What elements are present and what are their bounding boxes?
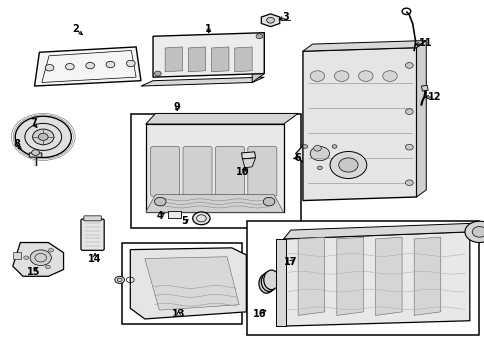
Polygon shape xyxy=(153,33,264,77)
Polygon shape xyxy=(283,232,469,326)
Text: 17: 17 xyxy=(284,257,297,267)
Circle shape xyxy=(256,34,262,39)
Text: 15: 15 xyxy=(27,267,40,277)
Text: 2: 2 xyxy=(72,24,79,34)
FancyBboxPatch shape xyxy=(215,146,244,196)
Circle shape xyxy=(329,151,366,178)
Circle shape xyxy=(310,146,329,161)
Polygon shape xyxy=(302,47,416,201)
Polygon shape xyxy=(375,237,401,316)
Polygon shape xyxy=(283,223,481,239)
Text: 14: 14 xyxy=(88,253,102,263)
Polygon shape xyxy=(298,237,324,316)
Polygon shape xyxy=(13,242,63,276)
Polygon shape xyxy=(146,114,298,124)
Circle shape xyxy=(126,60,135,67)
Circle shape xyxy=(310,71,324,81)
FancyBboxPatch shape xyxy=(182,146,212,196)
Circle shape xyxy=(471,226,484,237)
Circle shape xyxy=(32,129,54,145)
FancyBboxPatch shape xyxy=(29,153,42,157)
Text: 10: 10 xyxy=(235,167,249,177)
Circle shape xyxy=(106,61,115,68)
FancyBboxPatch shape xyxy=(81,219,104,250)
FancyBboxPatch shape xyxy=(84,216,101,221)
Text: 7: 7 xyxy=(30,119,37,129)
Text: 9: 9 xyxy=(173,102,180,112)
Circle shape xyxy=(333,71,348,81)
Circle shape xyxy=(45,265,50,269)
Ellipse shape xyxy=(261,272,276,291)
Text: 8: 8 xyxy=(13,139,20,149)
Text: 16: 16 xyxy=(252,310,266,320)
Circle shape xyxy=(313,145,321,151)
Circle shape xyxy=(15,116,71,157)
Text: 13: 13 xyxy=(171,310,185,320)
Circle shape xyxy=(358,71,372,81)
Polygon shape xyxy=(413,237,440,316)
Circle shape xyxy=(332,145,336,148)
Polygon shape xyxy=(165,47,182,72)
Circle shape xyxy=(382,71,396,81)
FancyBboxPatch shape xyxy=(131,115,300,228)
Text: 12: 12 xyxy=(427,92,441,102)
Polygon shape xyxy=(421,85,427,91)
FancyBboxPatch shape xyxy=(276,239,286,326)
Circle shape xyxy=(405,180,412,186)
Polygon shape xyxy=(252,33,264,82)
Polygon shape xyxy=(146,195,283,212)
Circle shape xyxy=(192,212,210,225)
Polygon shape xyxy=(295,133,339,176)
Circle shape xyxy=(405,62,412,68)
Polygon shape xyxy=(211,47,228,72)
FancyBboxPatch shape xyxy=(247,221,479,335)
Text: 3: 3 xyxy=(282,12,289,22)
Circle shape xyxy=(31,150,39,155)
Polygon shape xyxy=(242,158,255,168)
FancyBboxPatch shape xyxy=(247,146,276,196)
Polygon shape xyxy=(141,77,264,86)
Polygon shape xyxy=(234,47,252,72)
Circle shape xyxy=(38,133,48,140)
Ellipse shape xyxy=(258,273,274,293)
Circle shape xyxy=(45,65,54,71)
Text: 4: 4 xyxy=(157,211,163,221)
Circle shape xyxy=(115,276,124,283)
Text: 6: 6 xyxy=(294,153,301,163)
FancyBboxPatch shape xyxy=(151,146,179,196)
Polygon shape xyxy=(302,41,425,51)
Polygon shape xyxy=(146,124,283,212)
Ellipse shape xyxy=(263,270,279,290)
Circle shape xyxy=(317,166,322,170)
FancyBboxPatch shape xyxy=(121,242,242,324)
Circle shape xyxy=(464,221,484,242)
Circle shape xyxy=(405,144,412,150)
Circle shape xyxy=(65,64,74,70)
Polygon shape xyxy=(261,14,279,27)
Circle shape xyxy=(405,109,412,115)
Circle shape xyxy=(86,62,94,69)
FancyBboxPatch shape xyxy=(13,252,21,260)
Circle shape xyxy=(30,250,51,266)
Polygon shape xyxy=(130,248,246,319)
Polygon shape xyxy=(34,47,141,86)
Polygon shape xyxy=(416,41,425,197)
Polygon shape xyxy=(241,152,255,159)
Circle shape xyxy=(338,158,357,172)
Text: 5: 5 xyxy=(181,216,187,226)
Circle shape xyxy=(154,197,166,206)
Circle shape xyxy=(24,256,29,260)
Polygon shape xyxy=(188,47,205,72)
Polygon shape xyxy=(336,237,363,316)
Polygon shape xyxy=(145,257,239,310)
Circle shape xyxy=(48,248,53,252)
Text: 11: 11 xyxy=(418,38,431,48)
Circle shape xyxy=(302,145,307,148)
FancyBboxPatch shape xyxy=(167,211,181,218)
Text: 1: 1 xyxy=(205,24,212,34)
Circle shape xyxy=(154,71,161,76)
Circle shape xyxy=(263,197,274,206)
Circle shape xyxy=(266,17,274,23)
